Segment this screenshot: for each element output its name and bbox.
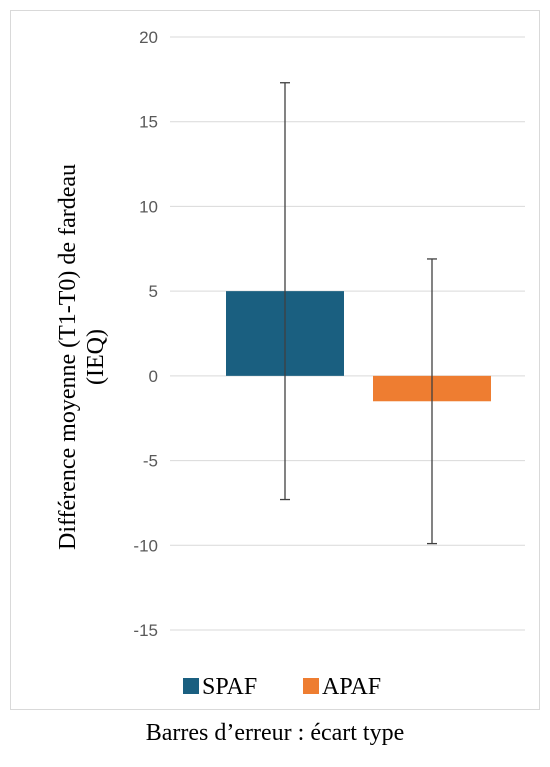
y-tick-label: 5 — [149, 282, 158, 301]
y-tick-label: 20 — [139, 28, 158, 47]
y-tick-label: 15 — [139, 113, 158, 132]
legend-label-spaf: SPAF — [202, 674, 257, 700]
legend: SPAF APAF — [183, 674, 381, 700]
bars — [226, 291, 491, 402]
y-tick-label: -15 — [133, 621, 158, 640]
y-tick-label: -10 — [133, 536, 158, 555]
legend-swatch-apaf — [303, 678, 319, 694]
y-tick-label: 10 — [139, 197, 158, 216]
caption: Barres d’erreur : écart type — [145, 720, 405, 746]
y-axis-label-line-2: (IEQ) — [83, 329, 109, 385]
error-bars — [280, 82, 437, 545]
y-axis-ticks: 20 15 10 5 0 -5 -10 -15 — [133, 28, 158, 640]
y-tick-label: -5 — [143, 452, 158, 471]
legend-label-apaf: APAF — [322, 674, 381, 700]
y-axis-label-line-1: Différence moyenne (T1-T0) de fardeau — [55, 164, 81, 550]
y-tick-label: 0 — [149, 367, 158, 386]
legend-swatch-spaf — [183, 678, 199, 694]
grid-lines — [170, 36, 525, 631]
